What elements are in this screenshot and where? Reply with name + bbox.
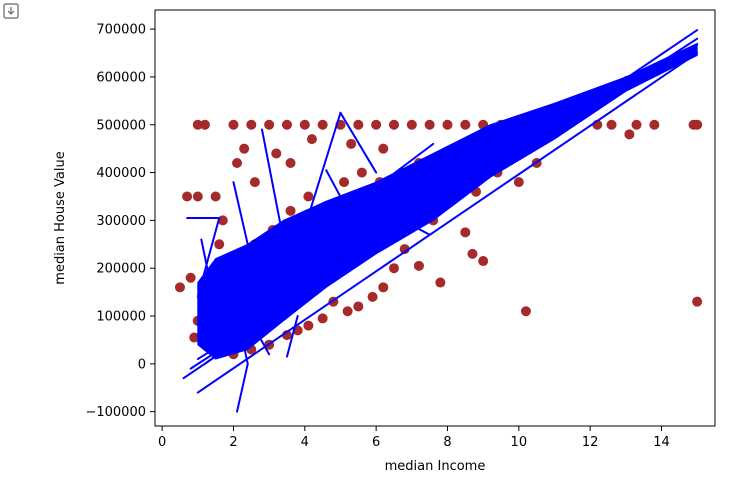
- scatter-point: [624, 129, 634, 139]
- scatter-point: [607, 120, 617, 130]
- scatter-point: [286, 158, 296, 168]
- x-tick-label: 0: [158, 435, 166, 450]
- scatter-point: [318, 120, 328, 130]
- scatter-point: [228, 120, 238, 130]
- scatter-point: [442, 120, 452, 130]
- y-tick-label: 200000: [96, 262, 146, 277]
- scatter-point: [300, 120, 310, 130]
- y-tick-label: 0: [138, 357, 146, 372]
- scatter-point: [353, 120, 363, 130]
- regression-line-segment: [233, 182, 247, 244]
- x-tick-label: 12: [582, 435, 599, 450]
- scatter-point: [414, 261, 424, 271]
- y-tick-label: 600000: [96, 70, 146, 85]
- scatter-point: [246, 120, 256, 130]
- x-tick-label: 6: [372, 435, 380, 450]
- scatter-point: [282, 120, 292, 130]
- scatter-point: [389, 263, 399, 273]
- scatter-point: [250, 177, 260, 187]
- scatter-point: [460, 120, 470, 130]
- scatter-point: [175, 282, 185, 292]
- regression-line-segment: [269, 77, 626, 326]
- scatter-point: [514, 177, 524, 187]
- scatter-point: [357, 168, 367, 178]
- scatter-point: [264, 120, 274, 130]
- scatter-point: [368, 292, 378, 302]
- y-tick-label: −100000: [85, 405, 146, 420]
- scatter-point: [353, 301, 363, 311]
- line-series: [184, 30, 698, 412]
- y-tick-label: 100000: [96, 310, 146, 325]
- scatter-point: [425, 120, 435, 130]
- scatter-point: [303, 191, 313, 201]
- scatter-point: [307, 134, 317, 144]
- scatter-point: [378, 282, 388, 292]
- scatter-point: [239, 144, 249, 154]
- scatter-point: [478, 256, 488, 266]
- x-tick-label: 4: [301, 435, 309, 450]
- scatter-point: [371, 120, 381, 130]
- scatter-point: [649, 120, 659, 130]
- x-tick-label: 2: [229, 435, 237, 450]
- regression-line-segment: [262, 130, 283, 240]
- x-tick-label: 8: [443, 435, 451, 450]
- y-tick-label: 700000: [96, 23, 146, 38]
- x-tick-label: 10: [511, 435, 528, 450]
- x-axis: 0 2 4 6 8 10 12 14: [158, 426, 670, 450]
- plot-area: [155, 10, 715, 426]
- scatter-point: [343, 306, 353, 316]
- x-tick-label: 14: [653, 435, 670, 450]
- scatter-point: [467, 249, 477, 259]
- scatter-point: [271, 148, 281, 158]
- scatter-point: [521, 306, 531, 316]
- scatter-point: [200, 120, 210, 130]
- regression-line-segment: [205, 106, 555, 364]
- scatter-point: [692, 120, 702, 130]
- scatter-point: [339, 177, 349, 187]
- scatter-point: [303, 321, 313, 331]
- y-tick-label: 300000: [96, 214, 146, 229]
- scatter-point: [460, 227, 470, 237]
- scatter-point: [346, 139, 356, 149]
- regression-line-segment: [237, 364, 248, 412]
- scatter-point: [378, 144, 388, 154]
- scatter-point: [286, 206, 296, 216]
- scatter-point: [318, 313, 328, 323]
- scatter-point: [186, 273, 196, 283]
- scatter-point: [193, 191, 203, 201]
- regression-line-segment: [198, 53, 697, 392]
- scatter-point: [692, 297, 702, 307]
- scatter-point: [214, 239, 224, 249]
- scatter-point: [211, 191, 221, 201]
- scatter-point: [232, 158, 242, 168]
- scatter-point: [182, 191, 192, 201]
- x-axis-label: median Income: [385, 459, 486, 474]
- regression-line-segment: [266, 91, 591, 277]
- scatter-point: [632, 120, 642, 130]
- y-tick-label: 400000: [96, 166, 146, 181]
- scatter-point: [389, 120, 399, 130]
- y-tick-label: 500000: [96, 118, 146, 133]
- y-axis-label: median House Value: [53, 151, 68, 284]
- scatter-point: [435, 278, 445, 288]
- y-axis: −100000 0 100000 200000 300000 400000 500000 60…: [85, 23, 155, 421]
- scatter-point: [407, 120, 417, 130]
- regression-line-segment: [205, 134, 547, 320]
